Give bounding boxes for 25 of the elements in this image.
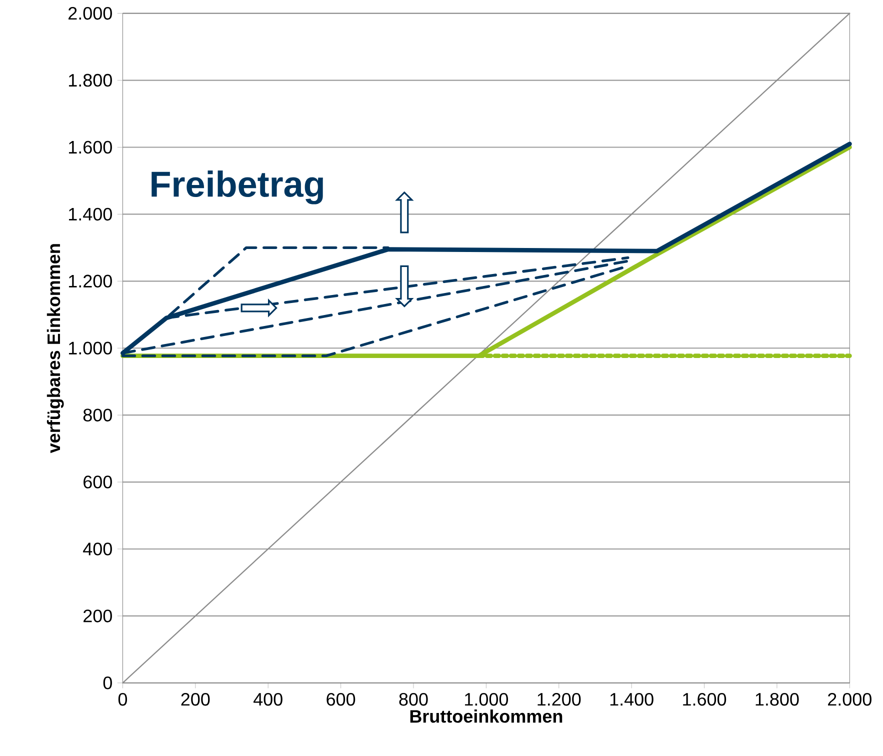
y-tick-label: 1.800 xyxy=(68,74,112,87)
y-tick-label: 800 xyxy=(83,408,112,422)
y-tick-label: 1.400 xyxy=(68,208,112,220)
x-axis-title: Bruttoeinkommen xyxy=(410,709,562,723)
x-tick-label: 800 xyxy=(399,692,428,706)
y-tick-label: 0 xyxy=(103,676,112,690)
x-tick-label: 0 xyxy=(118,692,128,706)
x-tick-label: 1.800 xyxy=(756,692,799,706)
y-tick-label: 1.200 xyxy=(68,274,112,288)
x-tick-label: 1.600 xyxy=(683,692,726,706)
y-tick-label: 2.000 xyxy=(68,6,112,20)
x-tick-label: 2.000 xyxy=(828,692,872,706)
y-tick-label: 1.600 xyxy=(68,140,112,154)
x-tick-label: 1.400 xyxy=(610,692,654,706)
y-axis-title: verfügbares Einkommen xyxy=(46,244,64,453)
x-tick-label: 1.200 xyxy=(538,692,581,706)
annotation: Freibetrag xyxy=(152,170,323,204)
x-tick-label: 200 xyxy=(181,692,210,706)
x-tick-label: 1.000 xyxy=(465,692,508,706)
y-tick-label: 200 xyxy=(84,609,112,622)
x-tick-label: 400 xyxy=(254,692,282,706)
y-tick-label: 1.000 xyxy=(68,342,112,354)
y-tick-label: 600 xyxy=(84,476,112,488)
y-tick-label: 400 xyxy=(83,542,112,556)
x-tick-label: 600 xyxy=(326,692,356,706)
